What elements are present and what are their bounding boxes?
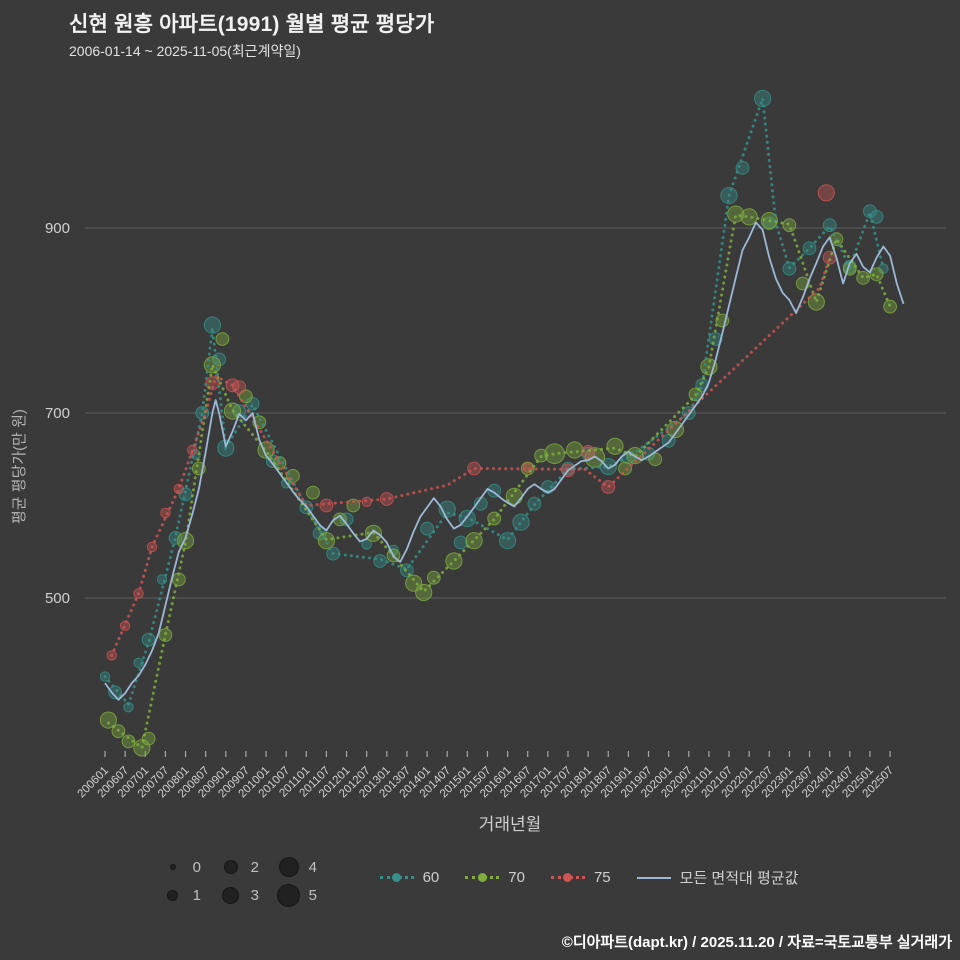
legend-label-60: 60: [422, 869, 440, 886]
y-tick-label: 900: [45, 220, 70, 237]
bubble-75: [817, 184, 835, 202]
bubble-60: [512, 513, 530, 531]
bubble-60: [420, 521, 435, 536]
y-axis-label: 평균 평당가(만 원): [11, 409, 28, 524]
bubble-70: [445, 552, 463, 570]
bubble-70: [215, 332, 230, 346]
series-60-marker-icon: [379, 872, 414, 883]
average-line-marker-icon: [636, 872, 671, 883]
bubble-70: [306, 485, 320, 500]
bubble-70: [807, 293, 825, 311]
y-tick-label: 700: [45, 405, 70, 422]
legend-item-75: 75: [550, 869, 611, 886]
trend-line-60: [103, 98, 885, 708]
legend-label-70: 70: [508, 869, 525, 886]
size-legend-item: 3: [220, 884, 278, 906]
bubble-60: [822, 218, 837, 233]
legend-item-70: 70: [465, 869, 525, 886]
bubble-60: [133, 657, 144, 668]
bubble-60: [123, 702, 134, 713]
legend-item-average: 모든 면적대 평균값: [636, 867, 799, 888]
bubble-60: [373, 554, 388, 568]
size-legend-row: 0 2 4: [162, 856, 336, 878]
size-legend-item: 5: [278, 884, 336, 906]
series-legend: 60 70 75 모든 면적대 평균값: [379, 867, 799, 888]
bubble-70: [99, 711, 118, 729]
size-legend-label: 1: [192, 886, 201, 904]
size-bubble-icon: [278, 884, 300, 906]
bubble-60: [762, 216, 777, 231]
size-legend-label: 0: [192, 858, 201, 876]
size-legend-item: 2: [220, 856, 278, 878]
series-75-dot-icon: [563, 873, 573, 882]
legend-item-60: 60: [379, 869, 440, 886]
bubble-60: [178, 487, 193, 502]
bubble-70: [883, 299, 897, 314]
bubble-60: [802, 241, 817, 256]
size-legend-label: 3: [250, 886, 259, 904]
bubble-70: [782, 218, 797, 233]
size-legend: 0 2 4 1 3 5: [162, 856, 336, 906]
size-bubble-icon: [162, 884, 184, 906]
bubble-70: [465, 532, 483, 550]
bubble-70: [426, 570, 441, 585]
bubble-60: [487, 483, 502, 498]
source-credit: ©디아파트(dapt.kr) / 2025.11.20 / 자료=국토교통부 실…: [561, 934, 952, 951]
bubble-60: [168, 531, 183, 545]
avg-line: [104, 221, 905, 701]
chart-title: 신현 원흥 아파트(1991) 월별 평균 평당가: [69, 13, 435, 36]
series-70-marker-icon: [465, 872, 500, 883]
size-legend-item: 4: [278, 856, 336, 878]
series-75-marker-icon: [550, 872, 585, 883]
bubble-60: [108, 685, 122, 700]
trend-line-70: [106, 213, 892, 751]
bubble-70: [415, 583, 433, 602]
size-legend-label: 4: [308, 858, 317, 876]
bubble-60: [499, 532, 517, 550]
size-legend-label: 5: [308, 886, 317, 904]
bubble-70: [856, 271, 871, 285]
bubble-60: [453, 535, 468, 550]
legend-label-75: 75: [593, 869, 611, 886]
size-bubble-icon: [278, 856, 300, 878]
size-legend-item: 0: [162, 856, 220, 878]
bubble-70: [346, 498, 361, 513]
bubble-75: [319, 498, 334, 513]
size-bubble-icon: [220, 884, 242, 906]
x-axis-label: 거래년월: [478, 815, 542, 834]
bubble-75: [581, 445, 595, 459]
legend-label-average: 모든 면적대 평균값: [679, 870, 799, 887]
bubble-60: [735, 161, 750, 175]
bubble-70: [869, 267, 884, 282]
bubble-60: [599, 458, 617, 476]
legend: 0 2 4 1 3 5 60 70 75 모든 면적대 평균값: [0, 856, 960, 906]
bubble-70: [121, 734, 136, 749]
bubble-70: [618, 461, 632, 476]
bubble-70: [606, 437, 624, 455]
bubble-70: [544, 443, 565, 465]
bubble-70: [566, 441, 584, 459]
chart-subtitle: 2006-01-14 ~ 2025-11-05(최근계약일): [69, 43, 301, 59]
bubble-70: [286, 469, 300, 483]
bubble-75: [379, 492, 394, 506]
size-bubble-icon: [162, 856, 184, 878]
size-legend-row: 1 3 5: [162, 884, 336, 906]
series-60-dot-icon: [392, 873, 402, 882]
bubble-75: [160, 507, 171, 519]
size-bubble-icon: [220, 856, 242, 878]
size-legend-item: 1: [162, 884, 220, 906]
bubble-70: [740, 208, 758, 226]
bubble-75: [232, 380, 247, 395]
size-legend-label: 2: [250, 858, 259, 876]
y-tick-label: 500: [45, 590, 70, 607]
series-70-dot-icon: [477, 873, 487, 882]
